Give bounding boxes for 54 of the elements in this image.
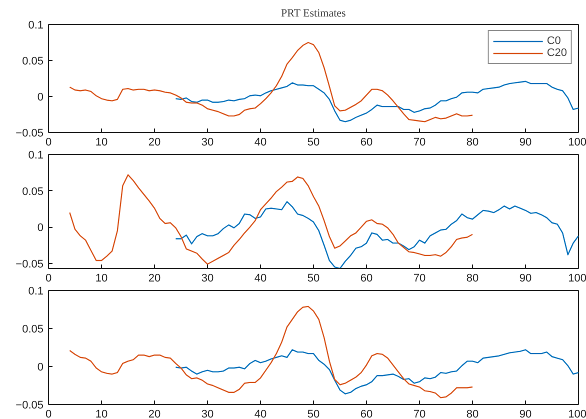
line-series — [175, 80, 578, 122]
x-tick-label: 90 — [519, 408, 532, 419]
x-tick-label: 70 — [413, 408, 426, 419]
x-tick-label: 80 — [466, 136, 479, 148]
x-tick-label: 80 — [466, 408, 479, 419]
x-tick-label: 90 — [519, 136, 532, 148]
y-tick-label: −0.05 — [16, 258, 44, 270]
x-tick-label: 0 — [45, 136, 52, 148]
x-tick-label: 40 — [254, 136, 267, 148]
legend-label: C0 — [546, 35, 562, 47]
x-tick-label: 70 — [413, 272, 426, 284]
x-tick-label: 90 — [519, 272, 532, 284]
x-tick-label: 0 — [45, 272, 52, 284]
x-tick-label: 20 — [148, 408, 161, 419]
line-series — [69, 306, 474, 398]
y-tick-label: 0.1 — [28, 150, 44, 162]
x-tick-label: 50 — [307, 136, 320, 148]
x-tick-label: 60 — [360, 272, 373, 284]
y-tick-label: 0 — [37, 362, 44, 374]
y-tick-label: 0.1 — [28, 20, 44, 32]
x-tick-label: 10 — [95, 408, 108, 419]
x-tick-label: 50 — [307, 408, 320, 419]
chart-title: PRT Estimates — [280, 8, 346, 20]
x-tick-label: 10 — [95, 136, 108, 148]
x-tick-label: 30 — [201, 136, 214, 148]
y-tick-label: −0.05 — [16, 400, 44, 412]
x-tick-label: 100 — [568, 272, 586, 284]
x-tick-label: 100 — [568, 136, 586, 148]
x-tick-label: 50 — [307, 272, 320, 284]
y-tick-label: 0.1 — [28, 286, 44, 298]
y-tick-label: 0.05 — [22, 186, 44, 198]
x-tick-label: 20 — [148, 272, 161, 284]
legend-label: C20 — [546, 47, 567, 59]
x-tick-label: 0 — [45, 408, 52, 419]
line-series — [175, 349, 578, 394]
y-tick-label: −0.05 — [16, 128, 44, 140]
line-series — [69, 174, 474, 265]
y-tick-label: 0.05 — [22, 56, 44, 68]
x-tick-label: 30 — [201, 272, 214, 284]
y-tick-label: 0 — [37, 92, 44, 104]
x-tick-label: 20 — [148, 136, 161, 148]
y-tick-label: 0.05 — [22, 324, 44, 336]
x-tick-label: 60 — [360, 408, 373, 419]
x-tick-label: 10 — [95, 272, 108, 284]
line-series — [69, 42, 474, 122]
x-tick-label: 40 — [254, 272, 267, 284]
x-tick-label: 40 — [254, 408, 267, 419]
line-series — [175, 201, 578, 268]
x-tick-label: 70 — [413, 136, 426, 148]
x-tick-label: 30 — [201, 408, 214, 419]
x-tick-label: 100 — [568, 408, 586, 419]
x-tick-label: 60 — [360, 136, 373, 148]
x-tick-label: 80 — [466, 272, 479, 284]
y-tick-label: 0 — [37, 222, 44, 234]
